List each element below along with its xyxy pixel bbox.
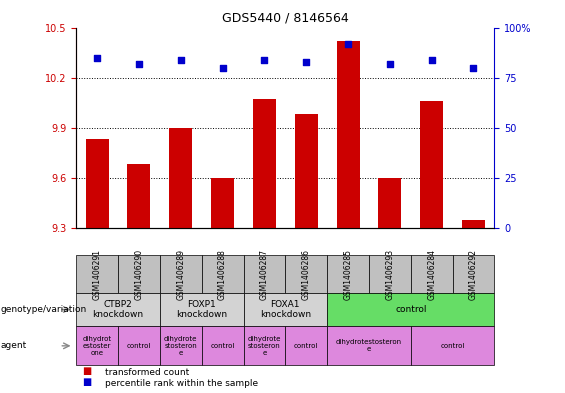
- Text: dihydrot
estoster
one: dihydrot estoster one: [82, 336, 112, 356]
- Text: GSM1406286: GSM1406286: [302, 249, 311, 299]
- Bar: [86, 140, 108, 228]
- Text: GSM1406288: GSM1406288: [218, 249, 227, 299]
- Text: dihydrotestosteron
e: dihydrotestosteron e: [336, 339, 402, 353]
- Point: [302, 59, 311, 65]
- Point: [344, 40, 353, 47]
- Text: percentile rank within the sample: percentile rank within the sample: [105, 378, 258, 387]
- Text: GSM1406285: GSM1406285: [344, 249, 353, 299]
- Text: dihydrote
stosteron
e: dihydrote stosteron e: [247, 336, 281, 356]
- Bar: [337, 41, 359, 228]
- Point: [469, 64, 478, 71]
- Bar: [462, 220, 485, 228]
- Text: GSM1406289: GSM1406289: [176, 249, 185, 299]
- Text: CTBP2
knockdown: CTBP2 knockdown: [93, 300, 144, 319]
- Text: genotype/variation: genotype/variation: [1, 305, 87, 314]
- Text: GSM1406287: GSM1406287: [260, 249, 269, 299]
- Text: GSM1406284: GSM1406284: [427, 249, 436, 299]
- Title: GDS5440 / 8146564: GDS5440 / 8146564: [222, 12, 349, 25]
- Text: FOXA1
knockdown: FOXA1 knockdown: [260, 300, 311, 319]
- Text: GSM1406293: GSM1406293: [385, 248, 394, 300]
- Text: transformed count: transformed count: [105, 367, 189, 376]
- Text: dihydrote
stosteron
e: dihydrote stosteron e: [164, 336, 198, 356]
- Text: agent: agent: [1, 342, 27, 350]
- Text: GSM1406291: GSM1406291: [93, 249, 102, 299]
- Bar: [211, 178, 234, 228]
- Text: control: control: [127, 343, 151, 349]
- Bar: [170, 128, 192, 228]
- Text: ■: ■: [82, 377, 91, 387]
- Point: [427, 57, 436, 63]
- Bar: [379, 178, 401, 228]
- Bar: [420, 101, 443, 228]
- Text: control: control: [395, 305, 427, 314]
- Point: [218, 64, 227, 71]
- Point: [176, 57, 185, 63]
- Text: FOXP1
knockdown: FOXP1 knockdown: [176, 300, 227, 319]
- Point: [93, 55, 102, 61]
- Text: ■: ■: [82, 366, 91, 376]
- Text: control: control: [210, 343, 235, 349]
- Bar: [253, 99, 276, 228]
- Text: control: control: [294, 343, 319, 349]
- Text: GSM1406290: GSM1406290: [134, 248, 144, 300]
- Text: GSM1406292: GSM1406292: [469, 249, 478, 299]
- Point: [134, 61, 144, 67]
- Text: control: control: [440, 343, 465, 349]
- Point: [260, 57, 269, 63]
- Bar: [295, 114, 318, 228]
- Bar: [128, 165, 150, 228]
- Point: [385, 61, 394, 67]
